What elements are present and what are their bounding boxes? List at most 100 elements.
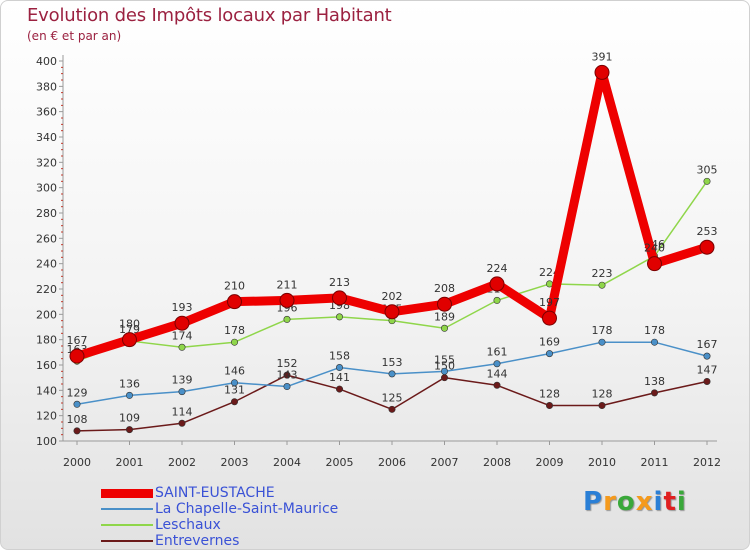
data-label: 179 <box>119 323 140 336</box>
logo-letter: x <box>635 487 654 517</box>
data-label: 131 <box>224 384 245 397</box>
data-label: 109 <box>119 412 140 425</box>
legend-label: Entrevernes <box>155 533 240 549</box>
data-point <box>126 391 134 399</box>
data-label: 125 <box>382 391 403 404</box>
x-tick-label: 2005 <box>326 456 354 469</box>
data-point <box>126 426 134 434</box>
data-label: 167 <box>67 334 88 347</box>
data-point <box>73 400 81 408</box>
data-point <box>231 398 239 406</box>
data-point <box>647 256 662 272</box>
data-label: 193 <box>172 301 193 314</box>
x-tick-label: 2008 <box>483 456 511 469</box>
y-tick-label: 160 <box>36 359 57 372</box>
data-point <box>493 296 501 304</box>
data-label: 305 <box>697 163 718 176</box>
legend-swatch <box>101 508 153 510</box>
data-label: 167 <box>697 338 718 351</box>
data-point <box>332 290 347 306</box>
data-point <box>703 352 711 360</box>
y-tick-label: 360 <box>36 106 57 119</box>
data-point <box>178 419 186 427</box>
y-tick-label: 380 <box>36 80 57 93</box>
data-label: 178 <box>224 324 245 337</box>
data-label: 136 <box>119 377 140 390</box>
data-label: 129 <box>67 386 88 399</box>
data-point <box>231 338 239 346</box>
data-label: 128 <box>539 388 560 401</box>
data-label: 150 <box>434 360 455 373</box>
data-label: 197 <box>539 296 560 309</box>
data-point <box>650 389 658 397</box>
data-label: 152 <box>277 357 298 370</box>
data-label: 189 <box>434 310 455 323</box>
data-label: 153 <box>382 356 403 369</box>
data-point <box>545 350 553 358</box>
data-point <box>227 294 242 310</box>
x-tick-label: 2011 <box>641 456 669 469</box>
data-label: 240 <box>644 242 665 255</box>
logo-letter: r <box>603 487 617 517</box>
data-point <box>545 402 553 410</box>
data-label: 139 <box>172 374 193 387</box>
x-tick-label: 2006 <box>378 456 406 469</box>
data-label: 128 <box>592 388 613 401</box>
y-tick-label: 400 <box>36 55 57 68</box>
logo-letter: t <box>663 487 677 517</box>
legend-label: Leschaux <box>155 517 221 533</box>
x-tick-label: 2010 <box>588 456 616 469</box>
data-point <box>542 310 557 326</box>
data-point <box>440 367 448 375</box>
data-point <box>594 64 610 80</box>
chart-title: Evolution des Impôts locaux par Habitant <box>27 5 392 26</box>
y-tick-label: 120 <box>36 410 57 423</box>
data-label: 108 <box>67 413 88 426</box>
y-tick-label: 280 <box>36 207 57 220</box>
data-point <box>335 364 343 372</box>
legend-label: SAINT-EUSTACHE <box>155 485 275 501</box>
y-tick-label: 180 <box>36 334 57 347</box>
data-label: 211 <box>277 278 298 291</box>
data-point <box>598 338 606 346</box>
data-label: 223 <box>592 267 613 280</box>
data-point <box>598 402 606 410</box>
y-tick-label: 240 <box>36 258 57 271</box>
data-point <box>178 343 186 351</box>
logo-letter: P <box>583 487 604 517</box>
data-point <box>650 338 658 346</box>
data-label: 146 <box>224 365 245 378</box>
y-tick-label: 340 <box>36 131 57 144</box>
y-tick-label: 200 <box>36 308 57 321</box>
legend-swatch <box>101 540 153 542</box>
data-point <box>388 405 396 413</box>
chart-subtitle: (en € et par an) <box>27 29 122 43</box>
data-label: 138 <box>644 375 665 388</box>
series-leschaux: 163179174178196198195189211224223246305 <box>67 163 718 365</box>
data-point <box>598 281 606 289</box>
data-label: 202 <box>382 290 403 303</box>
data-point <box>279 292 295 308</box>
data-point <box>231 379 239 387</box>
legend-label: La Chapelle-Saint-Maurice <box>155 501 339 517</box>
data-label: 391 <box>592 50 613 63</box>
series-la-chapelle-saint-maurice: 129 136 139 146 143 158 153 155 161 169 178 178 167 <box>67 324 718 408</box>
y-tick-label: 320 <box>36 156 57 169</box>
x-tick-label: 2009 <box>536 456 564 469</box>
data-point <box>335 385 343 393</box>
data-label: 114 <box>172 405 193 418</box>
x-tick-label: 2007 <box>431 456 459 469</box>
data-point <box>437 296 452 312</box>
data-point <box>440 324 448 332</box>
data-point <box>174 315 190 331</box>
data-label: 158 <box>329 350 350 363</box>
data-label: 174 <box>172 329 193 342</box>
y-tick-label: 260 <box>36 232 57 245</box>
data-point <box>283 383 291 391</box>
x-tick-label: 2000 <box>63 456 91 469</box>
data-point <box>699 239 715 255</box>
legend-swatch <box>101 488 153 498</box>
data-point <box>440 374 448 382</box>
